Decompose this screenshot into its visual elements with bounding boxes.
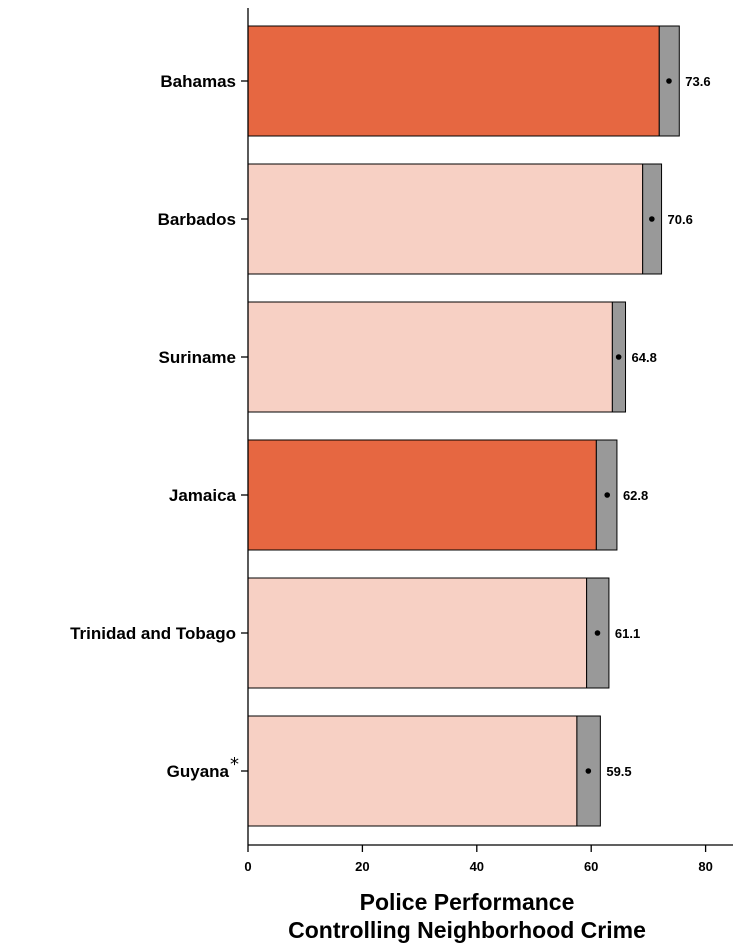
category-label: Trinidad and Tobago bbox=[70, 624, 236, 643]
x-tick-label: 20 bbox=[355, 859, 369, 874]
value-label: 73.6 bbox=[685, 74, 710, 89]
value-label: 59.5 bbox=[606, 764, 631, 779]
confidence-interval-layer bbox=[576, 25, 680, 827]
point-estimate-dot bbox=[666, 78, 672, 84]
labels-layer: 73.6 Bahamas 70.6 Barbados 64.8 Suriname 62.8 J… bbox=[70, 72, 711, 781]
category-label: Barbados bbox=[158, 210, 236, 229]
bars-layer bbox=[247, 25, 660, 827]
point-estimate-dot bbox=[585, 768, 592, 774]
x-axis-title: Police Performance Controlling Neighborh… bbox=[288, 889, 646, 943]
x-tick-label: 40 bbox=[470, 859, 484, 874]
bar bbox=[247, 715, 578, 827]
bar bbox=[247, 577, 588, 689]
point-estimate-dot bbox=[615, 354, 622, 360]
category-label: Jamaica bbox=[169, 486, 237, 505]
point-estimate-dot bbox=[604, 492, 611, 498]
x-tick-label: 80 bbox=[698, 859, 712, 874]
category-label: Bahamas bbox=[160, 72, 236, 91]
axis-layer: 0 20 40 60 80 bbox=[241, 8, 733, 874]
point-estimate-dot bbox=[649, 216, 655, 222]
x-tick-label: 60 bbox=[584, 859, 598, 874]
bar bbox=[247, 439, 597, 551]
value-label: 61.1 bbox=[615, 626, 640, 641]
x-axis-title-line-1: Police Performance bbox=[360, 889, 575, 915]
bar bbox=[247, 25, 660, 137]
bar bbox=[247, 301, 613, 413]
x-tick-label: 0 bbox=[244, 859, 251, 874]
point-estimate-dot bbox=[594, 630, 601, 636]
value-label: 70.6 bbox=[668, 212, 693, 227]
category-label: Suriname bbox=[159, 348, 236, 367]
x-axis-title-line-2: Controlling Neighborhood Crime bbox=[288, 917, 646, 943]
significance-marker: * bbox=[230, 754, 239, 775]
category-label: Guyana bbox=[167, 762, 230, 781]
value-label: 62.8 bbox=[623, 488, 648, 503]
value-label: 64.8 bbox=[632, 350, 657, 365]
bar bbox=[247, 163, 644, 275]
